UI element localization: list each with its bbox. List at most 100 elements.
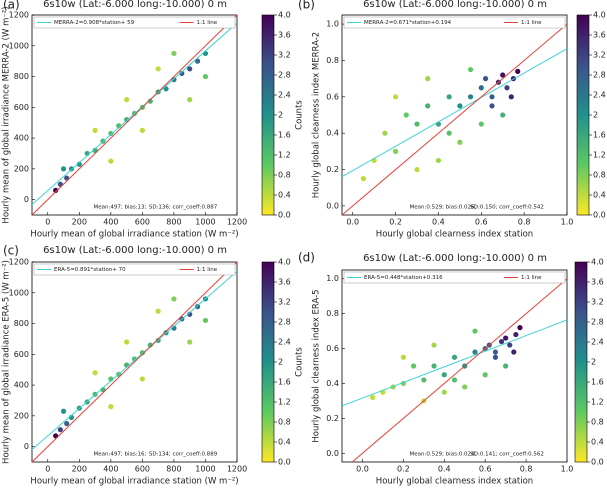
fit-line [32,270,237,450]
legend-label: ERA-5=0.448*station+0.316 [364,275,443,281]
point [457,103,463,109]
point [472,349,478,355]
point [57,427,63,433]
colorbar-tick-label: 1.2 [278,151,291,160]
fit-line [342,48,567,178]
panel-label: (b) [298,0,315,12]
colorbar-tick-label: 1.6 [278,378,291,387]
colorbar-tick-label: 2 [593,111,598,120]
legend-box [33,263,236,276]
y-tick-label: 1.0 [326,274,339,283]
points [370,325,523,404]
colorbar [574,261,588,463]
colorbar-tick-label: 3.6 [593,31,606,40]
point [392,94,399,100]
colorbar-tick-label: 3.2 [593,51,606,60]
point [478,121,484,127]
colorbar-tick-label: 3.6 [591,278,604,287]
point [360,176,367,182]
panel-label: (c) [3,244,19,258]
colorbar-tick-label: 2.4 [278,338,291,347]
point [451,377,458,383]
stats-text: SD:134; corr_coeff:0.889 [149,452,218,458]
panel-label: (a) [3,0,20,12]
x-tick-label: 0.6 [479,465,492,474]
point [76,161,82,167]
colorbar-tick-label: 1.6 [591,378,604,387]
point [478,85,484,91]
point [421,377,427,383]
point [500,112,506,118]
point [492,354,499,360]
x-tick-label: 1.0 [561,465,574,474]
x-axis-label: Hourly mean of global irradiance station… [30,230,238,240]
point [108,130,114,137]
point [202,73,209,80]
y-axis-label: Hourly mean of global irradiance ERA-5 (… [2,260,12,464]
y-tick-label: 1000 [9,41,29,50]
colorbar-tick-label: 2.8 [278,318,291,327]
x-tick-label: 1.0 [561,218,574,227]
colorbar [576,14,590,216]
point [187,339,193,345]
y-tick-label: 800 [14,319,29,328]
point [139,127,145,133]
x-tick-label: 400 [103,218,118,227]
point [492,349,499,355]
point [64,420,70,427]
point [441,389,447,395]
panel-title: 6s10w (Lat:-6.000 long:-10.000) 0 m [43,245,227,256]
point [431,363,437,369]
y-tick-label: 1200 [9,11,29,20]
fit-line [342,23,567,215]
colorbar-tick-label: 4.0 [278,258,291,267]
legend-box [343,16,566,29]
plot-area [341,269,568,463]
x-tick-label: 0.8 [520,465,533,474]
y-tick-label: 200 [14,411,29,420]
y-tick-label: 0.2 [326,414,339,423]
point [194,58,201,64]
colorbar-tick-label: 2.4 [593,91,606,100]
stats-text: Mean:0.529; bias:0.024; [410,452,477,458]
stats-text: SD:0.150; corr_coeff:0.542 [470,205,544,211]
legend-box [343,271,566,284]
point [403,112,409,118]
y-tick-label: 0.0 [326,449,339,458]
point [462,384,468,390]
y-axis-label: Hourly mean of global irradiance MERRA-2… [2,6,12,223]
colorbar-tick-label: 3.2 [278,298,291,307]
legend-label: ERA-5=0.891*station+ 70 [54,267,126,273]
colorbar-tick-label: 0.4 [278,438,291,447]
colorbar-tick-label: 0.0 [278,458,291,467]
point [414,121,420,127]
point [503,335,509,341]
fit-line [32,15,237,215]
x-tick-label: 200 [72,218,87,227]
point [489,103,495,109]
point [446,94,452,100]
colorbar-tick-label: 2.8 [591,318,604,327]
legend-box [33,16,236,29]
colorbar-tick-label: 4.0 [591,258,604,267]
point [60,166,67,172]
point [147,98,153,104]
x-tick-label: 0 [45,465,50,474]
legend-label: 1:1 line [197,20,218,26]
point [400,354,406,360]
point [108,404,114,410]
colorbar-tick-label: 2.4 [591,338,604,347]
colorbar-tick-label: 0.0 [278,211,291,220]
point [155,66,161,72]
fit-line [342,319,567,407]
point [507,342,513,348]
point [482,76,489,82]
point [139,376,145,382]
colorbar-tick-label: 1.2 [591,398,604,407]
colorbar-tick-label: 0.8 [591,418,604,427]
point [171,50,177,57]
x-tick-label: 0.4 [432,218,445,227]
point [513,331,519,338]
point [202,50,209,57]
